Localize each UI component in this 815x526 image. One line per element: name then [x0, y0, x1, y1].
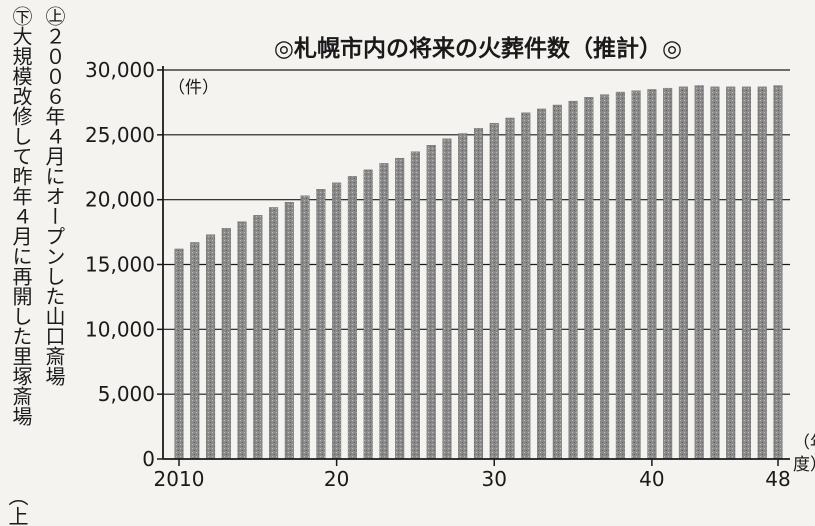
x-tick-label: 30: [482, 467, 507, 491]
bar: [473, 128, 484, 460]
bar: [741, 86, 752, 460]
bar: [395, 157, 405, 460]
photo-caption-line-2: ㊦大規模改修して昨年４月に再開した里塚斎場: [9, 6, 33, 426]
bar: [442, 138, 452, 460]
x-tick-label: 40: [639, 467, 664, 491]
y-tick-label: 20,000: [85, 188, 155, 212]
bar: [253, 215, 263, 460]
bar: [316, 189, 326, 460]
x-axis-unit-label: （年度）: [793, 433, 815, 475]
bar: [379, 163, 389, 460]
bar: [174, 248, 184, 460]
y-tick-label: 5,000: [98, 382, 155, 406]
bar: [221, 227, 231, 460]
y-tick-label: 30,000: [85, 58, 155, 82]
x-tick-label: 48: [765, 467, 790, 491]
bars: [174, 85, 783, 460]
bar: [426, 145, 436, 460]
bar: [347, 176, 357, 460]
bar: [363, 169, 373, 460]
bar: [332, 182, 342, 460]
bar: [190, 242, 200, 460]
bar: [757, 86, 767, 460]
bar: [694, 85, 704, 460]
bar: [584, 97, 594, 460]
bar: [537, 108, 547, 460]
y-tick-label: 10,000: [85, 317, 155, 341]
bar: [205, 234, 216, 460]
bar: [410, 151, 420, 460]
bar: [647, 89, 657, 460]
x-tick-labels: 2010 20 30 40 48: [154, 467, 791, 491]
axes: [157, 66, 790, 466]
y-tick-label: 15,000: [85, 253, 155, 277]
bar: [600, 94, 610, 460]
bar: [521, 112, 531, 460]
bar: [678, 86, 688, 460]
bar: [458, 133, 468, 460]
bar: [489, 122, 499, 460]
bar: [710, 86, 720, 460]
x-tick-label: 2010: [154, 467, 205, 491]
bar: [552, 104, 562, 460]
x-tick-label: 20: [324, 467, 349, 491]
bar: [300, 195, 310, 460]
bar: [773, 85, 783, 460]
bar: [237, 221, 247, 460]
y-axis-unit-label: （件）: [168, 78, 219, 98]
bar: [726, 86, 736, 460]
y-tick-label: 0: [142, 447, 155, 471]
bar: [284, 202, 294, 460]
bar: [505, 117, 515, 460]
bar: [568, 100, 578, 460]
chart-title: ◎札幌市内の将来の火葬件数（推計）◎: [274, 35, 682, 62]
photo-caption-line-1: ㊤２００６年４月にオープンした山口斎場: [42, 6, 66, 386]
y-tick-labels: 0 5,000 10,000 15,000 20,000 25,000 30,000: [85, 58, 155, 471]
bar: [269, 207, 279, 460]
bar: [663, 87, 673, 460]
bar: [631, 90, 641, 460]
cremation-forecast-chart: ◎札幌市内の将来の火葬件数（推計）◎ 0 5,000 10,000 15,000 20,…: [85, 35, 815, 491]
y-tick-label: 25,000: [85, 123, 155, 147]
bar: [615, 91, 625, 460]
